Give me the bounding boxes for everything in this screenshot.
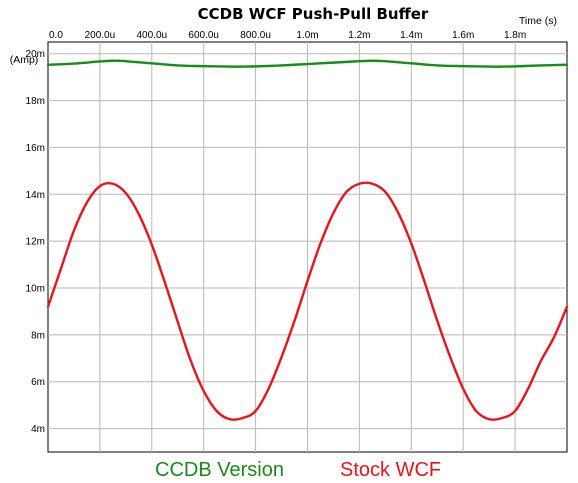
series-line-stock-wcf <box>46 181 569 421</box>
y-axis-label: (Amp) <box>10 54 39 66</box>
y-tick-label: 12m <box>26 237 45 248</box>
y-gridlines <box>48 53 567 430</box>
x-tick-label: 0.0 <box>49 30 63 41</box>
y-tick-label: 10m <box>26 284 45 295</box>
x-tick-label: 400.0u <box>137 30 168 41</box>
x-tick-label: 1.0m <box>296 30 318 41</box>
y-tick-label: 14m <box>26 190 45 201</box>
x-axis-label: Time (s) <box>519 15 557 27</box>
x-tick-label: 200.0u <box>85 30 116 41</box>
y-tick-label: 18m <box>26 96 45 107</box>
x-tick-label: 800.0u <box>240 30 271 41</box>
series-group <box>46 59 569 421</box>
y-tick-labels: 4m 6m 8m 10m 12m 14m 16m 18m 20m <box>26 49 45 435</box>
x-tick-label: 1.8m <box>504 30 526 41</box>
x-gridlines <box>99 42 516 452</box>
y-tick-label: 6m <box>31 377 45 388</box>
x-tick-label: 1.6m <box>452 30 474 41</box>
x-tick-label: 1.4m <box>400 30 422 41</box>
y-tick-label: 20m <box>26 49 45 60</box>
legend-stock-wcf: Stock WCF <box>340 459 441 481</box>
x-tick-label: 1.2m <box>348 30 370 41</box>
chart-title: CCDB WCF Push-Pull Buffer <box>198 5 429 23</box>
y-tick-label: 16m <box>26 143 45 154</box>
y-tick-label: 8m <box>31 330 45 341</box>
x-tick-label: 600.0u <box>188 30 219 41</box>
x-tick-labels: 0.0 200.0u 400.0u 600.0u 800.0u 1.0m 1.2m 1.4m 1… <box>49 30 526 41</box>
legend-ccdb-version: CCDB Version <box>155 459 284 481</box>
series-line-ccdb-version <box>46 59 569 68</box>
y-tick-label: 4m <box>31 424 45 435</box>
